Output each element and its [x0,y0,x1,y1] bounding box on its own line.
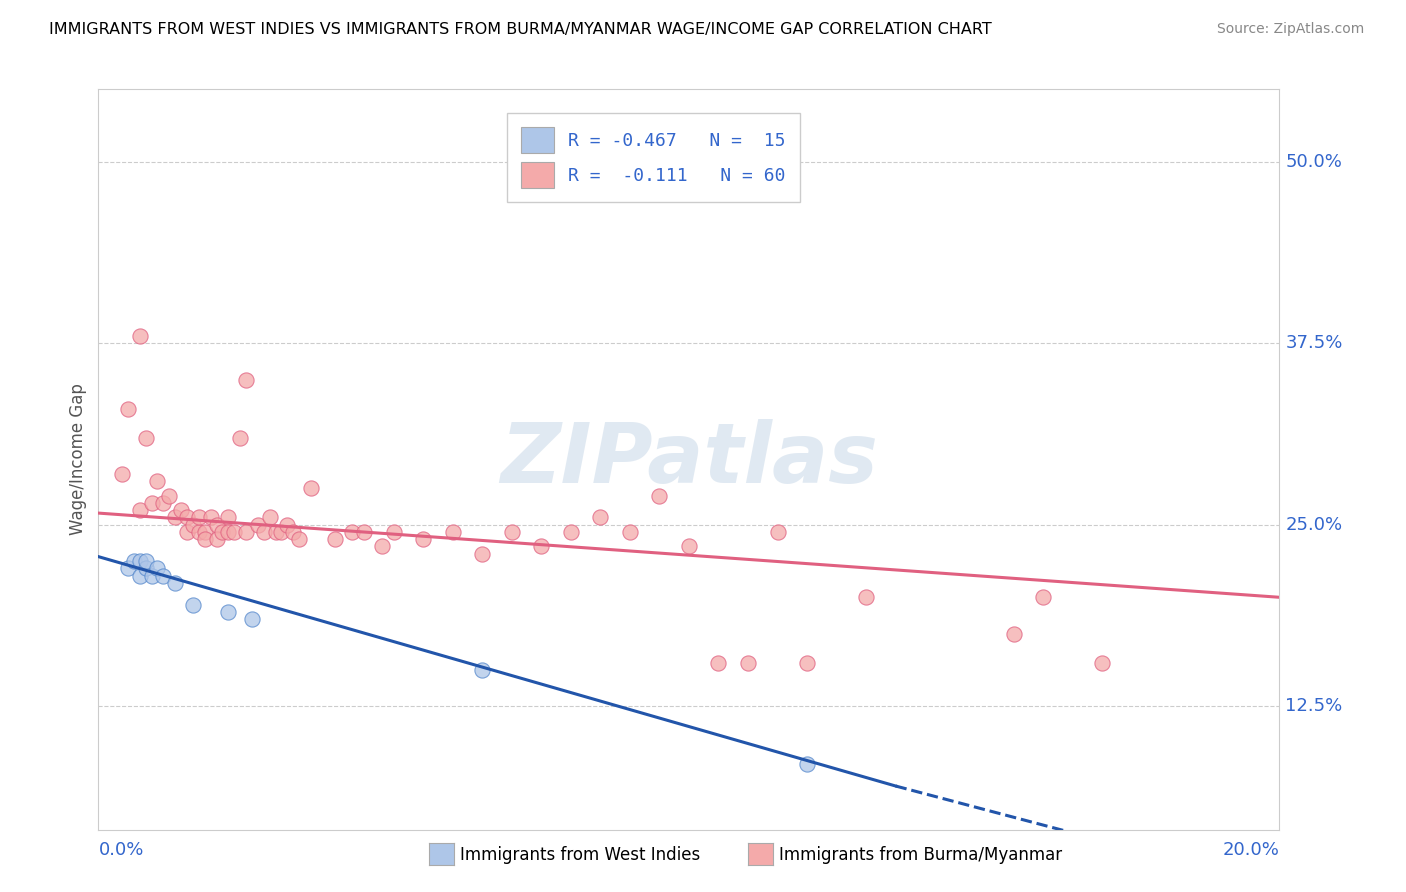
Point [342,524,364,539]
Text: ZIPatlas: ZIPatlas [501,419,877,500]
Point [146,474,169,488]
Legend: R = -0.467   N =  15, R =  -0.111   N = 60: R = -0.467 N = 15, R = -0.111 N = 60 [506,113,800,202]
Text: 20.0%: 20.0% [1223,841,1279,859]
Point [501,524,523,539]
Text: Source: ZipAtlas.com: Source: ZipAtlas.com [1216,22,1364,37]
Point [235,524,257,539]
Text: 25.0%: 25.0% [1285,516,1343,533]
Point [796,757,818,772]
Point [194,533,217,547]
Point [323,533,346,547]
Point [471,547,494,561]
Point [187,510,209,524]
Point [737,656,759,670]
Text: 12.5%: 12.5% [1285,698,1343,715]
Point [530,540,553,554]
Point [146,561,169,575]
Point [117,401,139,416]
Point [619,524,641,539]
Point [471,663,494,677]
Point [589,510,612,524]
Point [371,540,394,554]
Point [217,605,239,619]
Point [187,524,209,539]
Point [117,561,139,575]
Point [165,510,187,524]
Point [157,489,180,503]
Point [135,554,157,568]
Point [128,503,150,517]
Point [1002,626,1025,640]
Point [707,656,730,670]
Point [194,524,217,539]
Point [211,524,233,539]
Point [135,431,157,445]
Point [299,482,322,496]
Point [648,489,671,503]
Point [200,510,222,524]
Point [128,568,150,582]
Text: 0.0%: 0.0% [98,841,143,859]
Text: 37.5%: 37.5% [1285,334,1343,352]
Text: Immigrants from Burma/Myanmar: Immigrants from Burma/Myanmar [779,846,1062,863]
Point [176,510,198,524]
Point [217,524,239,539]
Point [135,561,157,575]
Point [382,524,405,539]
Point [217,510,239,524]
Point [224,524,246,539]
Point [165,575,187,590]
Point [270,524,292,539]
Text: IMMIGRANTS FROM WEST INDIES VS IMMIGRANTS FROM BURMA/MYANMAR WAGE/INCOME GAP COR: IMMIGRANTS FROM WEST INDIES VS IMMIGRANT… [49,22,993,37]
Point [766,524,789,539]
Point [276,517,298,532]
Point [240,612,263,626]
Point [441,524,464,539]
Point [796,656,818,670]
Point [283,524,305,539]
Point [288,533,311,547]
Point [264,524,287,539]
Point [253,524,276,539]
Y-axis label: Wage/Income Gap: Wage/Income Gap [69,384,87,535]
Point [353,524,375,539]
Point [246,517,269,532]
Point [128,329,150,343]
Point [152,496,174,510]
Text: 50.0%: 50.0% [1285,153,1343,170]
Point [205,517,228,532]
Point [1091,656,1114,670]
Point [152,568,174,582]
Point [122,554,145,568]
Point [235,372,257,386]
Point [141,496,163,510]
Point [111,467,134,481]
Point [181,598,204,612]
Point [181,517,204,532]
Point [229,431,252,445]
Point [141,568,163,582]
Point [678,540,700,554]
Point [170,503,193,517]
Point [128,554,150,568]
Text: Immigrants from West Indies: Immigrants from West Indies [460,846,700,863]
Point [855,591,877,605]
Point [560,524,582,539]
Point [1032,591,1054,605]
Point [176,524,198,539]
Point [259,510,281,524]
Point [205,533,228,547]
Point [412,533,434,547]
